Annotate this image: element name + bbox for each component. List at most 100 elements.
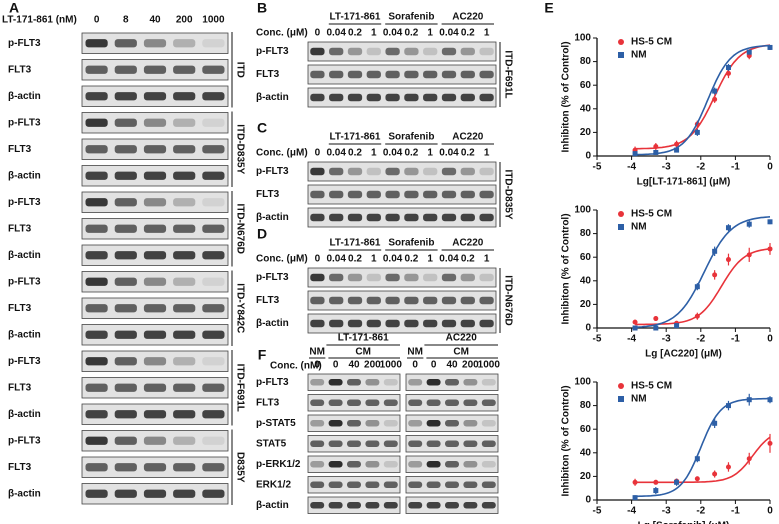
blot-band	[423, 190, 438, 199]
legend-marker	[618, 383, 624, 389]
blot-band	[347, 378, 361, 386]
y-tick-label: 40	[580, 275, 592, 286]
x-tick-label: -1	[731, 506, 740, 517]
blot-band	[385, 70, 400, 79]
row-label: FLT3	[8, 303, 32, 314]
blot-band	[385, 47, 400, 56]
blot-band	[441, 47, 457, 56]
conc-label: 1000	[380, 360, 403, 371]
data-point	[632, 325, 638, 331]
blot-band	[114, 330, 137, 339]
blot-band	[366, 190, 381, 199]
blot-band	[114, 357, 137, 366]
conc-title: Conc. (nM)	[270, 361, 322, 372]
blot-band	[114, 39, 137, 48]
blot-band	[310, 213, 325, 222]
drug-label: Sorafenib	[388, 132, 434, 143]
blot-band	[385, 190, 400, 199]
blot-band	[404, 167, 419, 176]
blot-band	[383, 440, 398, 448]
x-tick-label: -4	[627, 162, 636, 173]
blot-strip	[81, 350, 229, 372]
cell-line-tag: ITD-D835Y	[502, 169, 513, 219]
blot-band	[85, 357, 108, 366]
blot-band	[202, 198, 225, 207]
legend-label: NM	[631, 50, 647, 61]
blot-band	[143, 251, 167, 260]
data-point	[632, 495, 638, 501]
conc-label: 1	[484, 148, 490, 159]
data-point	[694, 476, 700, 482]
dose-title: LT-171-861 (nM)	[2, 15, 77, 26]
blot-band	[202, 251, 225, 260]
conc-label: 0.04	[383, 254, 403, 265]
blot-band	[445, 481, 459, 489]
data-point	[632, 479, 638, 485]
conc-label: 1	[427, 148, 433, 159]
data-point	[767, 219, 773, 225]
blot-band	[85, 65, 108, 74]
blot-band	[408, 460, 423, 468]
drug-label: Sorafenib	[388, 12, 434, 23]
blot-band	[385, 273, 400, 282]
blot-band	[383, 501, 398, 509]
blot-band	[143, 383, 167, 392]
blot-band	[383, 378, 398, 386]
row-label: β-actin	[8, 409, 41, 420]
blot-strip	[81, 32, 229, 54]
dose-label: 0	[94, 15, 100, 26]
data-point	[653, 316, 659, 322]
blot-band	[173, 251, 196, 260]
drug-label: AC220	[446, 333, 478, 344]
row-label: FLT3	[256, 295, 280, 306]
conc-label: 0	[333, 360, 339, 371]
conc-title: Conc. (μM)	[256, 148, 308, 159]
blot-band	[463, 378, 478, 386]
blot-band	[173, 198, 196, 207]
blot-band	[460, 296, 475, 305]
blot-band	[143, 489, 167, 498]
blot-band	[173, 224, 196, 233]
conc-title: Conc. (μM)	[256, 28, 308, 39]
blot-band	[423, 296, 438, 305]
group-label: CM	[453, 347, 469, 358]
blot-band	[441, 70, 457, 79]
data-point	[694, 284, 700, 290]
blot-band	[310, 440, 325, 448]
conc-label: 0.04	[439, 28, 459, 39]
blot-band	[114, 92, 137, 101]
blot-band	[173, 145, 196, 154]
blot-band	[408, 399, 423, 407]
blot-band	[143, 198, 167, 207]
data-point	[694, 129, 700, 135]
blot-band	[408, 378, 423, 386]
blot-band	[114, 410, 137, 419]
data-point	[767, 44, 773, 50]
blot-band	[347, 47, 363, 56]
blot-band	[329, 47, 344, 56]
blot-band	[85, 198, 108, 207]
row-label: FLT3	[8, 223, 32, 234]
blot-band	[114, 65, 137, 74]
row-label: FLT3	[256, 397, 280, 408]
blot-strip	[307, 313, 497, 334]
blot-band	[85, 463, 108, 472]
blot-band	[85, 224, 108, 233]
blot-band	[310, 481, 325, 489]
blot-band	[479, 167, 494, 176]
blot-band	[385, 167, 400, 176]
conc-label: 0.04	[439, 148, 459, 159]
blot-band	[85, 304, 108, 313]
blot-band	[460, 213, 475, 222]
blot-band	[481, 378, 496, 386]
blot-strip	[81, 430, 229, 452]
blot-band	[423, 213, 438, 222]
data-point	[725, 257, 731, 263]
blot-band	[460, 190, 475, 199]
blot-band	[404, 70, 419, 79]
blot-band	[143, 436, 167, 445]
blot-band	[404, 319, 419, 328]
blot-band	[479, 70, 494, 79]
blot-band	[479, 47, 494, 56]
cell-line-tag: ITD	[234, 62, 245, 78]
